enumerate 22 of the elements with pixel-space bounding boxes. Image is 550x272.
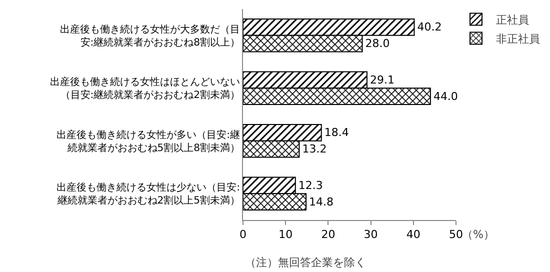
data-label: 29.1 — [370, 73, 394, 86]
y-tick-label: 出産後も働き続ける女性が多い（目安:継続就業者がおおむね5割以上8割未満） — [56, 128, 240, 154]
data-label: 18.4 — [324, 126, 349, 140]
data-label: 13.2 — [302, 142, 327, 156]
x-axis-title: （%） — [462, 228, 494, 241]
x-tick-label: 50 — [449, 228, 463, 242]
x-tick-label: 10 — [278, 228, 293, 242]
text: （注）無回答企業を除く — [245, 256, 366, 269]
data-label: 14.8 — [309, 195, 334, 208]
data-label: 40.2 — [417, 20, 442, 34]
data-label: 44.0 — [433, 90, 458, 103]
data-label: 12.3 — [298, 178, 323, 192]
text: 非正社員 — [496, 32, 540, 46]
x-tick-label: 40 — [406, 228, 420, 242]
y-tick-label: 出産後も働き続ける女性は少ない（目安:継続就業者がおおむね2割以上5割未満） — [56, 182, 240, 207]
x-tick-label: 30 — [364, 228, 378, 242]
text: 正社員 — [496, 14, 529, 27]
x-tick-label: 0 — [240, 228, 246, 242]
y-tick-label: 出産後も働き続ける女性はほとんどいない（目安:継続就業者がおおむね2割未満） — [50, 76, 240, 102]
y-tick-label: 出産後も働き続ける女性が大多数だ（目安:継続就業者がおおむね8割以上） — [60, 23, 240, 48]
x-tick-label: 20 — [321, 228, 336, 242]
data-label: 28.0 — [365, 37, 390, 50]
